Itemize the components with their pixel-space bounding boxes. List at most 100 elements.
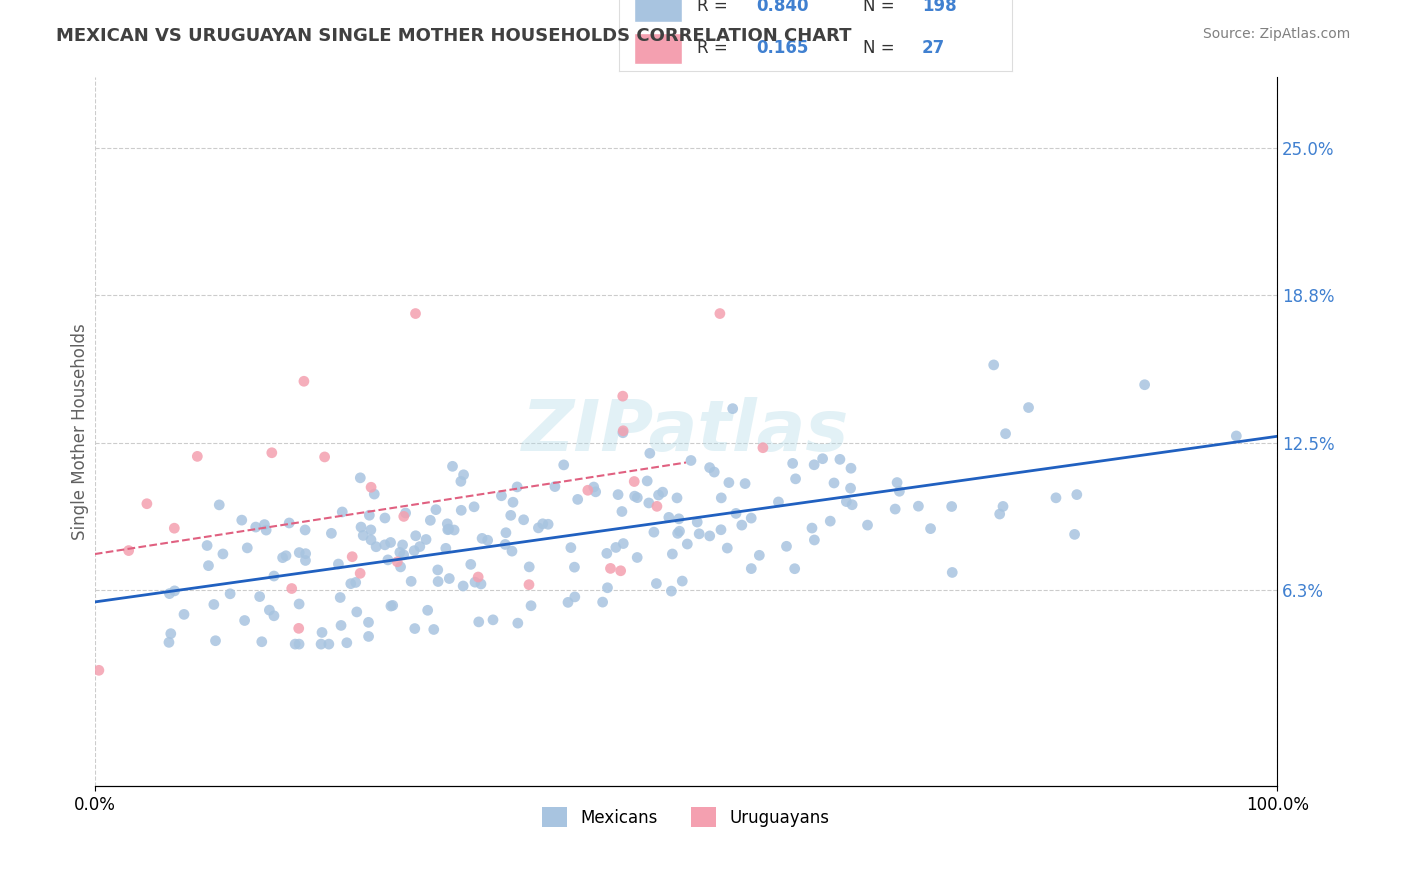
Point bbox=[734, 476, 756, 491]
Point bbox=[278, 516, 301, 530]
Point bbox=[717, 475, 740, 490]
Point bbox=[416, 603, 439, 617]
FancyBboxPatch shape bbox=[634, 0, 682, 22]
Text: Source: ZipAtlas.com: Source: ZipAtlas.com bbox=[1202, 27, 1350, 41]
Point bbox=[467, 615, 489, 629]
Point bbox=[499, 508, 522, 523]
Point bbox=[506, 616, 529, 631]
Point bbox=[404, 622, 426, 636]
Point bbox=[647, 488, 669, 502]
Point bbox=[321, 526, 343, 541]
Point bbox=[752, 441, 775, 455]
Point bbox=[839, 461, 862, 475]
Point bbox=[380, 535, 402, 549]
Point bbox=[271, 550, 294, 565]
Point bbox=[451, 579, 474, 593]
Point bbox=[626, 550, 648, 565]
Point bbox=[236, 541, 259, 555]
Point bbox=[638, 446, 661, 460]
Point bbox=[699, 460, 721, 475]
Point bbox=[1066, 487, 1088, 501]
Point bbox=[419, 513, 441, 527]
Point bbox=[607, 487, 630, 501]
Point bbox=[988, 507, 1011, 521]
Point bbox=[710, 491, 733, 505]
Point bbox=[506, 480, 529, 494]
Point bbox=[423, 623, 446, 637]
Point bbox=[941, 500, 963, 514]
Point bbox=[374, 511, 396, 525]
Point bbox=[612, 425, 634, 440]
Point bbox=[1225, 429, 1247, 443]
Point bbox=[460, 558, 482, 572]
Point bbox=[884, 502, 907, 516]
Text: 198: 198 bbox=[922, 0, 956, 15]
Point bbox=[284, 637, 307, 651]
Point bbox=[564, 590, 586, 604]
Point bbox=[360, 480, 382, 494]
Point bbox=[517, 577, 540, 591]
Point bbox=[330, 505, 353, 519]
Point bbox=[477, 533, 499, 548]
Point bbox=[801, 521, 824, 535]
Point bbox=[803, 458, 825, 472]
Point bbox=[357, 615, 380, 630]
Point bbox=[527, 521, 550, 535]
Point bbox=[679, 453, 702, 467]
Point bbox=[259, 603, 281, 617]
Point bbox=[405, 307, 427, 321]
Point bbox=[339, 576, 361, 591]
Point bbox=[434, 541, 457, 556]
Point bbox=[314, 450, 336, 464]
Point bbox=[253, 517, 276, 532]
Point bbox=[567, 492, 589, 507]
Point bbox=[453, 467, 475, 482]
Point bbox=[374, 538, 396, 552]
Point bbox=[983, 358, 1005, 372]
Point bbox=[294, 553, 316, 567]
Point bbox=[250, 634, 273, 648]
Point bbox=[553, 458, 575, 472]
Point bbox=[782, 457, 804, 471]
Point bbox=[889, 484, 911, 499]
Point bbox=[839, 481, 862, 495]
Point bbox=[329, 591, 352, 605]
Point bbox=[626, 491, 648, 505]
Point bbox=[775, 539, 797, 553]
Point bbox=[363, 487, 385, 501]
Point bbox=[716, 541, 738, 555]
Point bbox=[991, 500, 1014, 514]
Point bbox=[470, 577, 492, 591]
Point bbox=[471, 532, 494, 546]
Point bbox=[676, 537, 699, 551]
Point bbox=[724, 507, 747, 521]
Point bbox=[330, 618, 353, 632]
Point bbox=[651, 485, 673, 500]
Point bbox=[260, 446, 283, 460]
Point bbox=[350, 520, 373, 534]
Point bbox=[612, 536, 634, 550]
Point bbox=[495, 525, 517, 540]
Point bbox=[612, 424, 634, 438]
Point bbox=[517, 560, 540, 574]
Point bbox=[835, 494, 858, 508]
Point bbox=[803, 533, 825, 547]
Text: ZIPatlas: ZIPatlas bbox=[523, 397, 849, 467]
Point bbox=[661, 584, 683, 599]
Text: 27: 27 bbox=[922, 39, 945, 57]
Point bbox=[560, 541, 582, 555]
Point bbox=[340, 549, 363, 564]
Point bbox=[994, 426, 1017, 441]
Legend: Mexicans, Uruguayans: Mexicans, Uruguayans bbox=[536, 800, 837, 834]
Point bbox=[582, 480, 605, 494]
Point bbox=[352, 528, 374, 542]
Point bbox=[263, 608, 285, 623]
Point bbox=[280, 582, 302, 596]
Text: R =: R = bbox=[697, 0, 728, 15]
Point bbox=[709, 307, 731, 321]
Point bbox=[436, 523, 458, 537]
Point bbox=[357, 630, 380, 644]
Point bbox=[494, 537, 516, 551]
Point bbox=[537, 517, 560, 532]
Point bbox=[118, 543, 141, 558]
